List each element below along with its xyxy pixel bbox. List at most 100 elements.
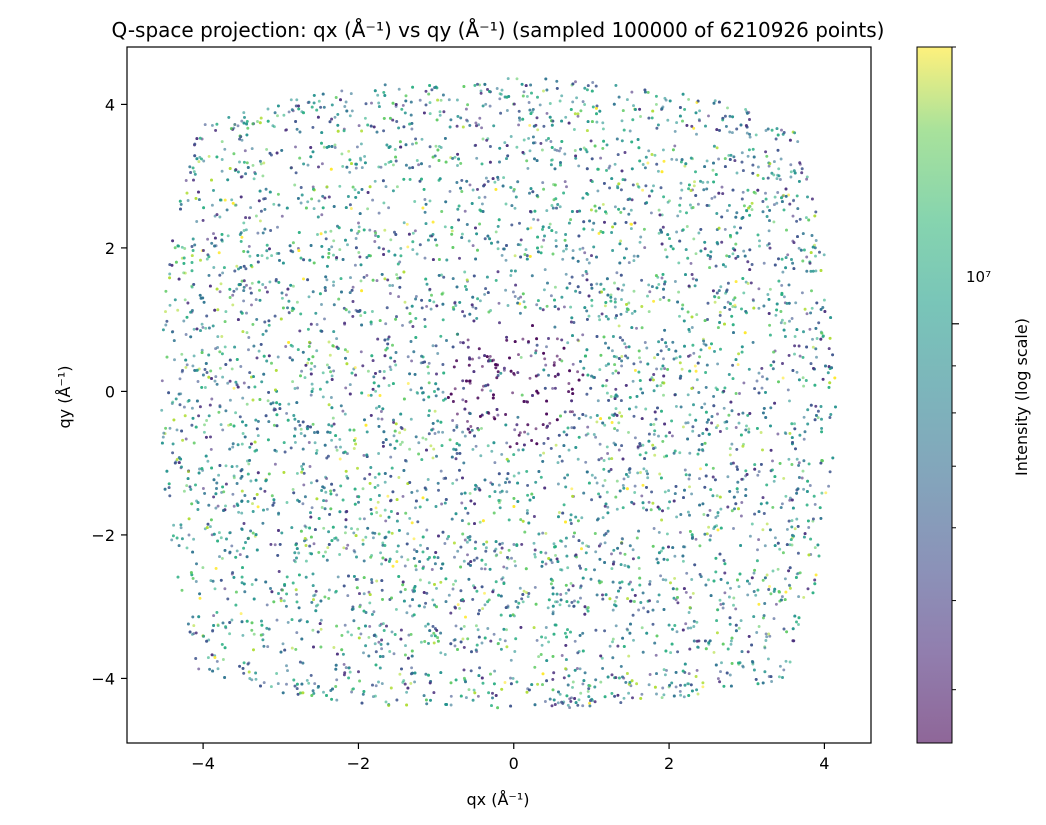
scatter-point [309, 367, 313, 371]
scatter-point [794, 301, 798, 305]
scatter-point [571, 249, 575, 253]
scatter-point [511, 290, 515, 294]
scatter-point [785, 527, 789, 531]
scatter-point [192, 632, 196, 636]
scatter-point [370, 310, 374, 313]
scatter-point [299, 432, 303, 435]
scatter-point [447, 98, 451, 102]
scatter-point [594, 435, 598, 439]
scatter-point [548, 421, 552, 425]
scatter-point [628, 129, 632, 133]
scatter-point [221, 271, 225, 275]
scatter-point [571, 410, 574, 414]
scatter-point [695, 132, 698, 136]
scatter-point [500, 88, 504, 92]
scatter-point [479, 89, 483, 93]
scatter-point [325, 363, 329, 367]
scatter-point [377, 640, 381, 644]
scatter-point [754, 593, 758, 597]
scatter-point [787, 193, 790, 197]
scatter-point [513, 559, 517, 563]
scatter-point [219, 282, 223, 286]
scatter-point [484, 102, 488, 106]
scatter-point [535, 638, 539, 642]
scatter-point [362, 592, 366, 596]
scatter-point [641, 506, 645, 510]
scatter-point [501, 541, 504, 545]
scatter-point [620, 288, 624, 292]
scatter-point [712, 650, 716, 654]
scatter-point [350, 690, 354, 694]
scatter-point [728, 130, 732, 134]
scatter-point [713, 300, 717, 304]
scatter-point [295, 631, 299, 635]
scatter-point [614, 316, 618, 320]
scatter-point [353, 263, 357, 267]
scatter-point [723, 227, 727, 231]
scatter-point [203, 386, 207, 389]
scatter-point [483, 603, 487, 607]
scatter-point [450, 229, 454, 233]
scatter-point [382, 201, 386, 205]
scatter-point [423, 605, 426, 609]
scatter-point [587, 545, 591, 549]
scatter-point [375, 279, 379, 283]
scatter-point [315, 449, 319, 452]
scatter-point [788, 660, 792, 664]
scatter-point [701, 685, 705, 689]
scatter-point [285, 411, 289, 415]
scatter-point [683, 468, 687, 472]
scatter-point [443, 542, 447, 545]
scatter-point [333, 115, 337, 119]
scatter-point [454, 579, 458, 583]
scatter-point [513, 428, 517, 432]
scatter-point [335, 493, 339, 497]
scatter-point [693, 180, 696, 184]
scatter-point [517, 448, 521, 452]
scatter-point [247, 336, 251, 339]
scatter-point [415, 489, 419, 493]
scatter-point [556, 701, 560, 705]
scatter-point [667, 489, 671, 493]
scatter-point [352, 531, 356, 535]
scatter-point [802, 384, 806, 388]
scatter-point [377, 165, 381, 169]
scatter-point [552, 361, 556, 365]
scatter-point [212, 266, 216, 269]
scatter-point [451, 419, 455, 422]
scatter-point [596, 399, 600, 403]
scatter-point [585, 272, 589, 276]
scatter-point [214, 375, 218, 379]
scatter-point [782, 668, 786, 672]
scatter-point [522, 138, 526, 142]
scatter-point [265, 256, 269, 260]
scatter-point [528, 123, 532, 127]
scatter-point [673, 129, 677, 133]
scatter-point [366, 369, 370, 373]
scatter-point [550, 561, 554, 565]
scatter-point [518, 431, 522, 435]
scatter-point [219, 536, 223, 540]
scatter-point [583, 103, 587, 106]
scatter-point [406, 532, 410, 536]
scatter-point [527, 136, 531, 140]
scatter-point [740, 151, 744, 155]
scatter-point [732, 603, 735, 607]
scatter-point [207, 638, 211, 642]
scatter-point [386, 494, 390, 498]
scatter-point [621, 537, 625, 541]
scatter-point [687, 97, 691, 101]
scatter-point [429, 444, 433, 448]
scatter-point [338, 553, 342, 556]
scatter-point [664, 248, 667, 252]
scatter-point [394, 363, 398, 367]
scatter-point [301, 502, 305, 506]
scatter-point [737, 421, 741, 425]
scatter-point [235, 464, 239, 468]
scatter-point [644, 407, 648, 411]
scatter-point [424, 624, 428, 628]
scatter-point [268, 280, 272, 284]
scatter-point [459, 340, 462, 344]
scatter-point [525, 591, 529, 595]
scatter-point [805, 312, 809, 316]
